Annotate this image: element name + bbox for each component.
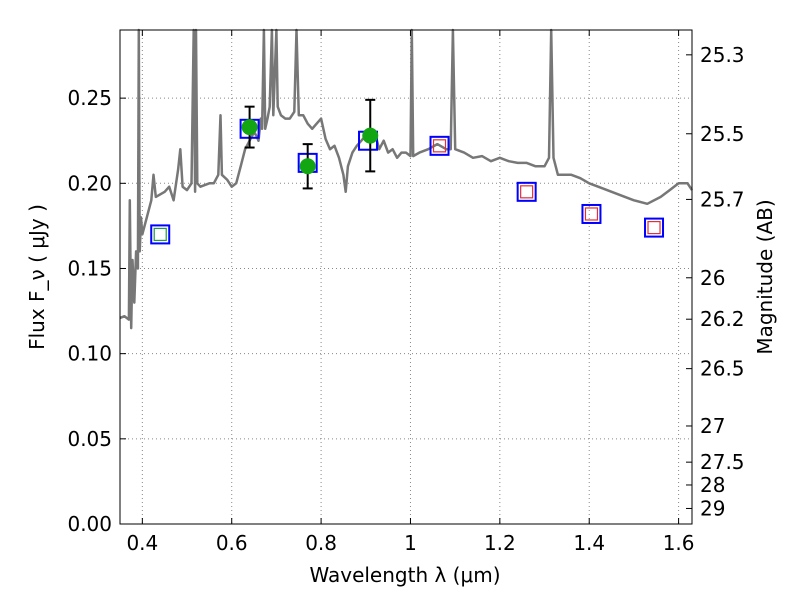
right-tick-label: 27.5 [700, 450, 745, 474]
y-tick-label: 0.05 [67, 427, 112, 451]
inner-square [584, 207, 599, 221]
inner-square [647, 221, 661, 235]
model-square [150, 224, 171, 245]
x-tick-label: 0.8 [305, 531, 337, 555]
right-tick-label: 27 [700, 414, 725, 438]
right-tick-label: 25.5 [700, 122, 745, 146]
model-square [581, 203, 602, 224]
right-tick-label: 25.7 [700, 187, 745, 211]
right-tick-label: 26.2 [700, 307, 745, 331]
observed-point [241, 119, 258, 136]
spectrum-line [119, 28, 694, 330]
inner-square [520, 185, 534, 199]
right-tick-label: 29 [700, 496, 725, 520]
y-tick-label: 0.10 [67, 342, 112, 366]
right-tick-label: 26.5 [700, 357, 745, 381]
inner-square [153, 227, 167, 242]
right-tick-label: 25.3 [700, 43, 745, 67]
y-tick-label: 0.15 [67, 256, 112, 280]
inner-square [432, 139, 447, 153]
x-tick-label: 0.4 [126, 531, 158, 555]
x-tick-label: 1 [404, 531, 417, 555]
model-square [644, 217, 665, 238]
observed-point [362, 127, 379, 144]
plot-frame [119, 29, 693, 525]
x-tick-label: 0.6 [216, 531, 248, 555]
right-tick-label: 28 [700, 473, 725, 497]
model-square [429, 135, 450, 156]
model-square [516, 181, 537, 202]
y-right-axis-label: Magnitude (AB) [753, 199, 777, 354]
right-tick-label: 26 [700, 266, 725, 290]
y-tick-label: 0.00 [67, 512, 112, 536]
x-tick-label: 1.6 [663, 531, 695, 555]
y-axis-label: Flux F_ν ( μJy ) [25, 204, 49, 350]
observed-point [299, 158, 316, 175]
x-tick-label: 1.4 [573, 531, 605, 555]
x-tick-label: 1.2 [484, 531, 516, 555]
y-tick-label: 0.25 [67, 86, 112, 110]
x-axis-label: Wavelength λ (μm) [309, 563, 500, 587]
y-tick-label: 0.20 [67, 171, 112, 195]
